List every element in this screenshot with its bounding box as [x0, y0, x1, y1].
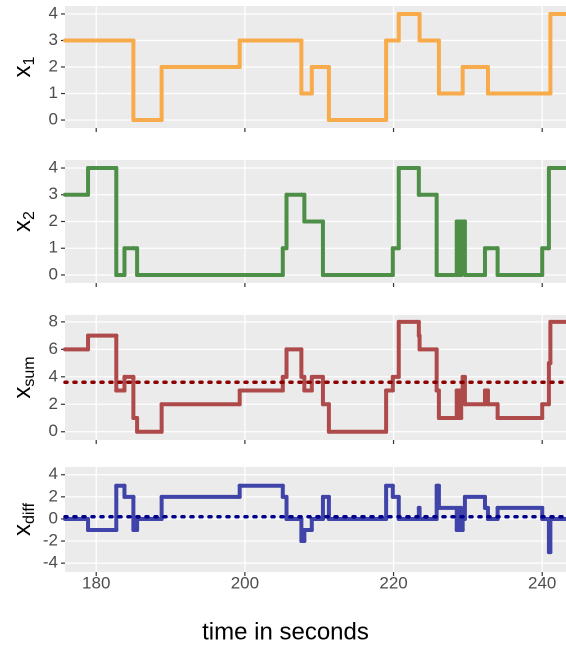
y-axis-label-main: x [9, 65, 36, 77]
y-tick-label: 0 [49, 264, 58, 283]
y-axis-label-sub: diff [21, 502, 38, 524]
y-axis-label: x1 [9, 56, 38, 77]
x-tick-label: 180 [82, 573, 110, 592]
y-axis-label-main: x [9, 387, 36, 399]
y-tick-label: 8 [49, 311, 58, 330]
y-axis-label: xdiff [9, 502, 38, 536]
y-axis-label: x2 [9, 211, 38, 232]
y-tick-label: 4 [49, 464, 58, 483]
y-tick-label: 0 [49, 421, 58, 440]
y-tick-label: 4 [49, 158, 58, 177]
y-axis-label-main: x [9, 220, 36, 232]
y-axis-label: xsum [9, 356, 38, 398]
series [63, 319, 566, 434]
x-tick-label: 220 [379, 573, 407, 592]
y-tick-label: 2 [49, 486, 58, 505]
y-tick-label: 0 [49, 110, 58, 129]
y-axis-label-main: x [9, 524, 36, 536]
y-tick-label: 1 [49, 238, 58, 257]
series [63, 166, 566, 277]
y-axis-label-sub: 1 [21, 56, 38, 65]
y-axis-label-sub: sum [21, 356, 38, 386]
y-tick-label: 4 [49, 3, 58, 22]
y-tick-label: -4 [43, 553, 58, 572]
y-tick-label: 0 [49, 508, 58, 527]
x-axis-label: time in seconds [202, 618, 369, 645]
y-tick-label: 6 [49, 339, 58, 358]
y-tick-label: 2 [49, 394, 58, 413]
y-tick-label: 3 [49, 184, 58, 203]
series [63, 11, 566, 123]
series [63, 483, 566, 555]
y-tick-label: 2 [49, 56, 58, 75]
y-tick-label: 4 [49, 366, 58, 385]
x-tick-label: 240 [528, 573, 556, 592]
y-axis-label-sub: 2 [21, 211, 38, 220]
y-tick-label: -2 [43, 531, 58, 550]
x-tick-label: 200 [231, 573, 259, 592]
y-tick-label: 3 [49, 30, 58, 49]
y-tick-label: 1 [49, 83, 58, 102]
y-tick-label: 2 [49, 211, 58, 230]
